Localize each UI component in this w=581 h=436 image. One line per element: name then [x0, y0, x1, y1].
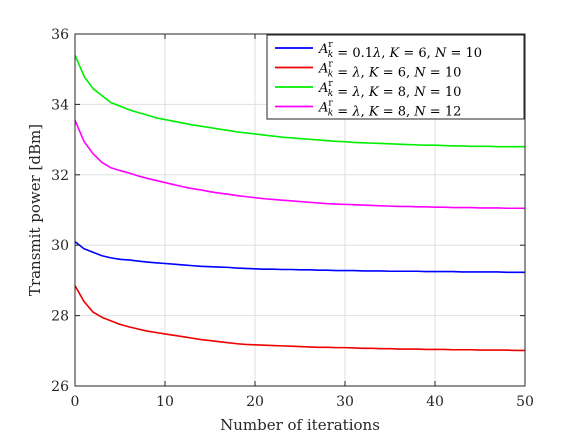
y-tick-label: 28	[51, 309, 69, 325]
series-line-2	[74, 285, 525, 352]
y-tick-label: 32	[51, 168, 69, 184]
series-layer	[74, 54, 525, 352]
plot-frame	[74, 33, 526, 387]
legend-box	[266, 34, 525, 120]
axis-ticks: 0 10 20 30 40 50 26 28 30 32 34 36	[51, 27, 534, 410]
y-axis-title: Transmit power [dBm]	[26, 124, 44, 296]
y-tick-label: 34	[51, 97, 69, 113]
series-line-4	[74, 119, 525, 210]
y-tick-label: 36	[51, 27, 69, 43]
x-tick-label: 0	[71, 394, 80, 410]
legend-label-4: Ar k = λ, K = 8, N = 12	[318, 99, 461, 120]
x-axis-title: Number of iterations	[220, 416, 380, 434]
x-tick-label: 50	[516, 394, 534, 410]
x-tick-label: 40	[426, 394, 444, 410]
series-line-3	[74, 54, 525, 148]
x-tick-label: 10	[156, 394, 174, 410]
y-tick-label: 30	[51, 238, 69, 254]
series-line-1	[74, 241, 525, 274]
y-tick-label: 26	[51, 379, 69, 395]
x-tick-label: 30	[336, 394, 354, 410]
x-tick-label: 20	[246, 394, 264, 410]
legend-label-3: Ar k = λ, K = 8, N = 10	[318, 79, 461, 100]
legend-label-2: Ar k = λ, K = 6, N = 10	[318, 60, 461, 81]
legend-label-1: Ar k = 0.1λ, K = 6, N = 10	[318, 40, 482, 61]
